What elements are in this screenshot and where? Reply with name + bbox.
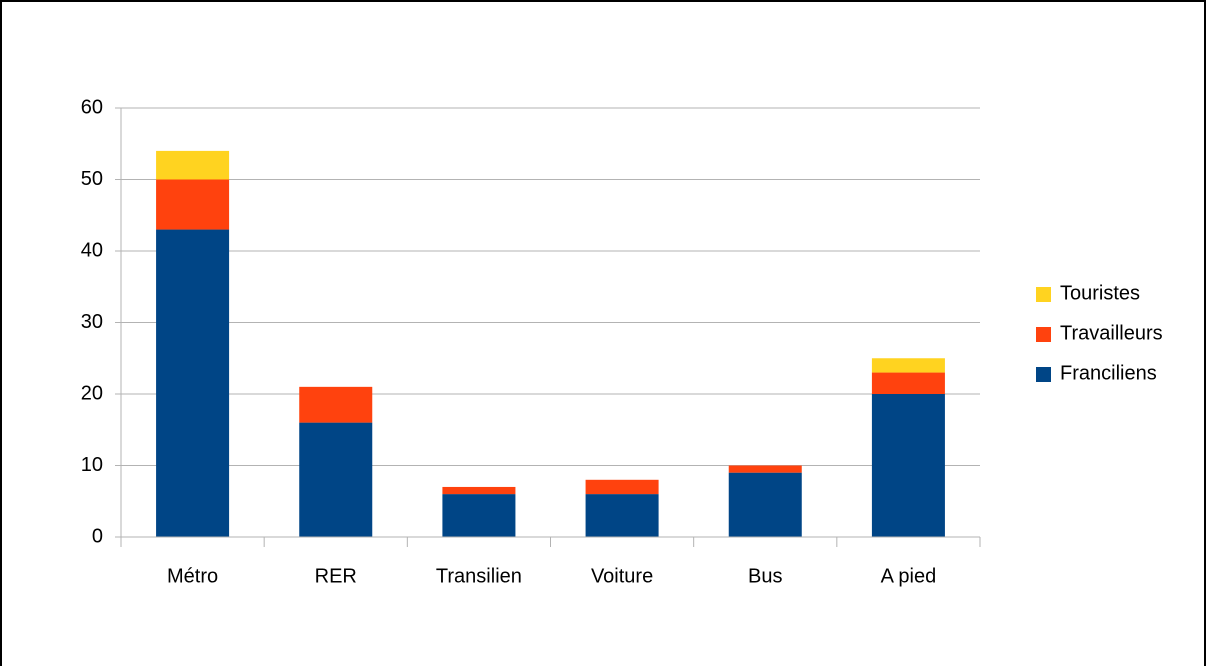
x-tick-label: Transilien <box>436 565 522 587</box>
bar-segment <box>156 150 230 180</box>
y-tick-label: 20 <box>81 382 103 404</box>
y-tick-label: 30 <box>81 311 103 333</box>
bar-segment <box>299 386 373 423</box>
y-tick-label: 40 <box>81 239 103 261</box>
x-tick-label: Bus <box>748 565 782 587</box>
x-tick-label: A pied <box>881 565 937 587</box>
bar-segment <box>728 465 802 473</box>
bar-segment <box>156 179 230 230</box>
bar-segment <box>871 372 945 394</box>
y-tick-label: 10 <box>81 454 103 476</box>
x-tick-label: RER <box>315 565 357 587</box>
bar-segment <box>585 494 659 537</box>
bar-segment <box>156 229 230 538</box>
bar-segment <box>871 358 945 373</box>
legend-label: Touristes <box>1060 282 1140 304</box>
bar-segment <box>585 479 659 495</box>
x-tick-label: Métro <box>167 565 218 587</box>
bar-segment <box>299 422 373 537</box>
legend-swatch <box>1036 287 1051 302</box>
y-tick-label: 60 <box>81 96 103 118</box>
legend-swatch <box>1036 367 1051 382</box>
bar-segment <box>728 472 802 537</box>
bar-segment <box>871 394 945 537</box>
x-tick-label: Voiture <box>591 565 653 587</box>
legend-label: Franciliens <box>1060 362 1157 384</box>
bar-segment <box>442 486 516 495</box>
legend-swatch <box>1036 327 1051 342</box>
y-tick-label: 50 <box>81 168 103 190</box>
y-tick-label: 0 <box>92 525 103 547</box>
legend-label: Travailleurs <box>1060 322 1163 344</box>
bar-segment <box>442 494 516 537</box>
